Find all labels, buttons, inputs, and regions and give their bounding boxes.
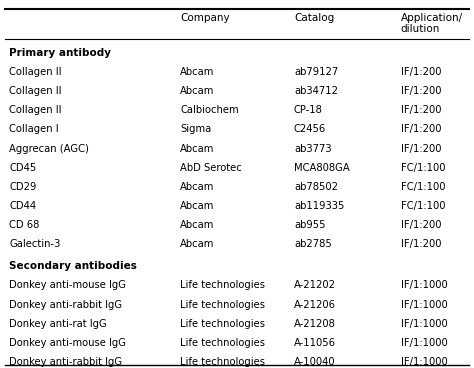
Text: Abcam: Abcam [180, 239, 215, 249]
Text: Life technologies: Life technologies [180, 300, 265, 309]
Text: CD29: CD29 [9, 182, 37, 192]
Text: CD 68: CD 68 [9, 220, 40, 230]
Text: Abcam: Abcam [180, 201, 215, 211]
Text: IF/1:1000: IF/1:1000 [401, 338, 447, 348]
Text: Catalog: Catalog [294, 13, 334, 23]
Text: Collagen II: Collagen II [9, 105, 62, 115]
Text: Abcam: Abcam [180, 67, 215, 77]
Text: Abcam: Abcam [180, 220, 215, 230]
Text: Aggrecan (AGC): Aggrecan (AGC) [9, 144, 90, 153]
Text: FC/1:100: FC/1:100 [401, 182, 445, 192]
Text: IF/1:200: IF/1:200 [401, 105, 441, 115]
Text: IF/1:1000: IF/1:1000 [401, 280, 447, 290]
Text: CD45: CD45 [9, 163, 36, 173]
Text: ab78502: ab78502 [294, 182, 338, 192]
Text: IF/1:200: IF/1:200 [401, 239, 441, 249]
Text: FC/1:100: FC/1:100 [401, 201, 445, 211]
Text: Collagen II: Collagen II [9, 67, 62, 77]
Text: AbD Serotec: AbD Serotec [180, 163, 242, 173]
Text: ab3773: ab3773 [294, 144, 331, 153]
Text: A-21202: A-21202 [294, 280, 336, 290]
Text: IF/1:200: IF/1:200 [401, 67, 441, 77]
Text: Primary antibody: Primary antibody [9, 48, 111, 58]
Text: A-21206: A-21206 [294, 300, 336, 309]
Text: Collagen I: Collagen I [9, 124, 59, 134]
Text: A-21208: A-21208 [294, 319, 336, 329]
Text: IF/1:1000: IF/1:1000 [401, 357, 447, 367]
Text: Collagen II: Collagen II [9, 86, 62, 96]
Text: Sigma: Sigma [180, 124, 211, 134]
Text: Life technologies: Life technologies [180, 357, 265, 367]
Text: IF/1:200: IF/1:200 [401, 144, 441, 153]
Text: ab955: ab955 [294, 220, 325, 230]
Text: FC/1:100: FC/1:100 [401, 163, 445, 173]
Text: ab2785: ab2785 [294, 239, 332, 249]
Text: Galectin-3: Galectin-3 [9, 239, 61, 249]
Text: Company: Company [180, 13, 230, 23]
Text: Secondary antibodies: Secondary antibodies [9, 261, 137, 271]
Text: IF/1:200: IF/1:200 [401, 124, 441, 134]
Text: IF/1:200: IF/1:200 [401, 220, 441, 230]
Text: CP-18: CP-18 [294, 105, 323, 115]
Text: Donkey anti-mouse IgG: Donkey anti-mouse IgG [9, 280, 127, 290]
Text: Donkey anti-mouse IgG: Donkey anti-mouse IgG [9, 338, 127, 348]
Text: Application/
dilution: Application/ dilution [401, 13, 463, 35]
Text: Donkey anti-rabbit IgG: Donkey anti-rabbit IgG [9, 357, 123, 367]
Text: ab79127: ab79127 [294, 67, 338, 77]
Text: A-11056: A-11056 [294, 338, 336, 348]
Text: IF/1:1000: IF/1:1000 [401, 300, 447, 309]
Text: C2456: C2456 [294, 124, 326, 134]
Text: Abcam: Abcam [180, 86, 215, 96]
Text: CD44: CD44 [9, 201, 36, 211]
Text: ab34712: ab34712 [294, 86, 338, 96]
Text: MCA808GA: MCA808GA [294, 163, 350, 173]
Text: Donkey anti-rat IgG: Donkey anti-rat IgG [9, 319, 107, 329]
Text: Abcam: Abcam [180, 144, 215, 153]
Text: ab119335: ab119335 [294, 201, 344, 211]
Text: Calbiochem: Calbiochem [180, 105, 239, 115]
Text: IF/1:1000: IF/1:1000 [401, 319, 447, 329]
Text: Life technologies: Life technologies [180, 319, 265, 329]
Text: Life technologies: Life technologies [180, 338, 265, 348]
Text: Donkey anti-rabbit IgG: Donkey anti-rabbit IgG [9, 300, 123, 309]
Text: Life technologies: Life technologies [180, 280, 265, 290]
Text: IF/1:200: IF/1:200 [401, 86, 441, 96]
Text: Abcam: Abcam [180, 182, 215, 192]
Text: A-10040: A-10040 [294, 357, 336, 367]
